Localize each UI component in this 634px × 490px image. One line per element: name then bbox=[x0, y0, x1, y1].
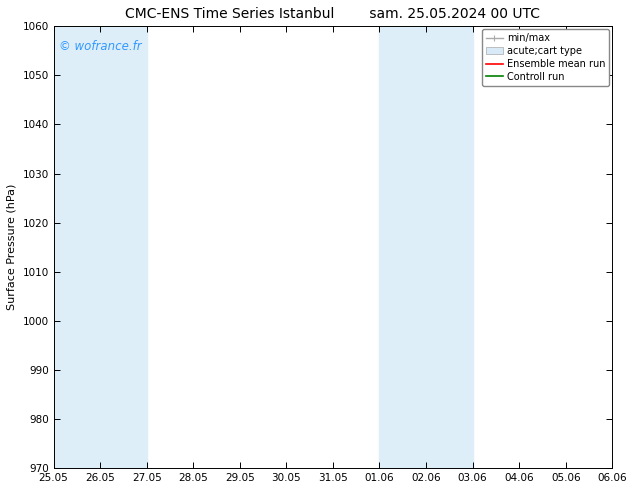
Bar bbox=[100, 26, 146, 468]
Bar bbox=[426, 26, 472, 468]
Legend: min/max, acute;cart type, Ensemble mean run, Controll run: min/max, acute;cart type, Ensemble mean … bbox=[482, 29, 609, 86]
Bar bbox=[380, 26, 426, 468]
Y-axis label: Surface Pressure (hPa): Surface Pressure (hPa) bbox=[7, 184, 17, 311]
Bar bbox=[54, 26, 100, 468]
Text: © wofrance.fr: © wofrance.fr bbox=[59, 40, 142, 52]
Title: CMC-ENS Time Series Istanbul        sam. 25.05.2024 00 UTC: CMC-ENS Time Series Istanbul sam. 25.05.… bbox=[126, 7, 540, 21]
